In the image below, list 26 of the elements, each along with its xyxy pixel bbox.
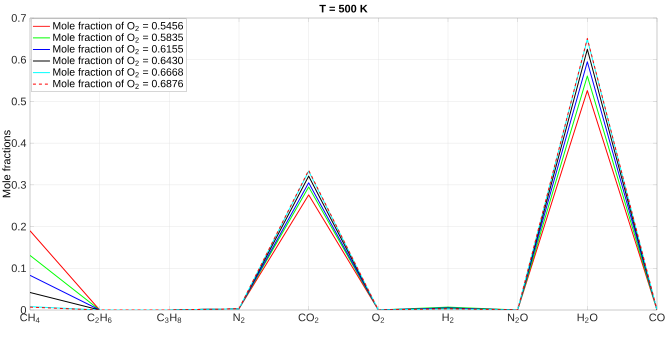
x-tick-label: CO$_{2}$ — [298, 314, 318, 323]
y-tick-label: 0.5 — [12, 98, 26, 106]
legend-label: Mole fraction of O$_{2}$ = 0.5456 — [53, 22, 184, 31]
y-tick-label: 0.1 — [12, 264, 26, 272]
chart-title: T = 500 K — [319, 4, 368, 13]
legend-label: Mole fraction of O$_{2}$ = 0.6155 — [53, 44, 184, 54]
y-tick-label: 0.7 — [12, 14, 26, 22]
x-tick-label: N$_{2}$O — [508, 314, 528, 323]
y-tick-label: 0.6 — [12, 56, 26, 64]
y-tick-label: 0.2 — [12, 222, 26, 230]
x-tick-label: CO — [649, 314, 665, 322]
x-tick-label: N$_{2}$ — [234, 314, 244, 323]
x-tick-label: C$_{3}$H$_{8}$ — [157, 314, 182, 323]
y-tick-label: 0.3 — [12, 180, 26, 189]
y-tick-label: 0 — [20, 306, 26, 314]
x-tick-label: H$_{2}$O — [578, 314, 598, 323]
legend-label: Mole fraction of O$_{2}$ = 0.6876 — [53, 80, 184, 89]
x-tick-label: O$_{2}$ — [372, 314, 384, 323]
x-tick-label: CH$_{4}$ — [20, 314, 40, 323]
legend-label: Mole fraction of O$_{2}$ = 0.6430 — [53, 56, 184, 66]
x-tick-label: H$_{2}$ — [442, 314, 454, 323]
x-tick-label: C$_{2}$H$_{6}$ — [88, 314, 112, 323]
legend-label: Mole fraction of O$_{2}$ = 0.6668 — [53, 68, 184, 78]
legend-label: Mole fraction of O$_{2}$ = 0.5835 — [53, 33, 184, 43]
y-tick-label: 0.4 — [12, 139, 26, 148]
y-axis-title: Mole fractions — [2, 130, 10, 198]
